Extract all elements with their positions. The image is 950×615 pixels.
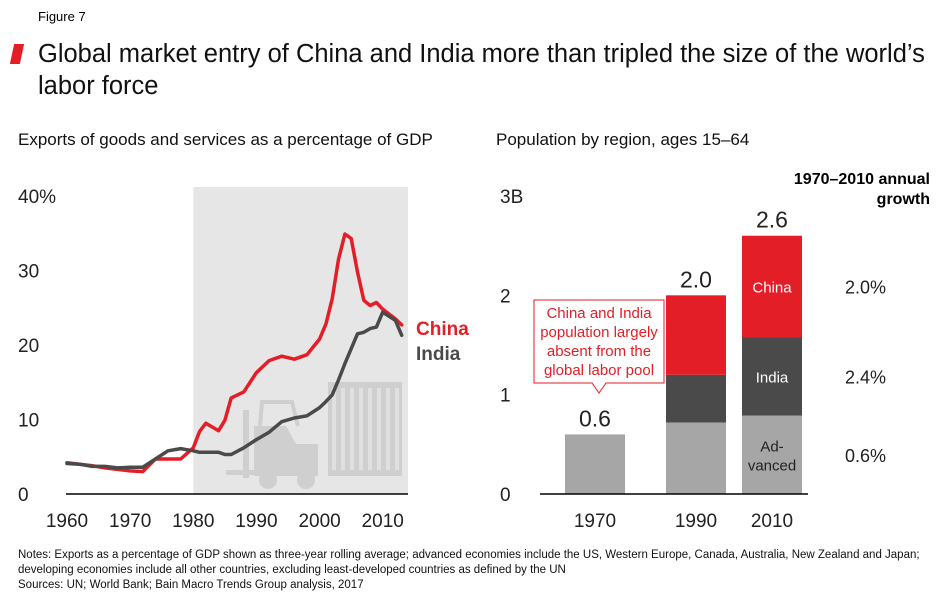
container-rib — [341, 388, 345, 470]
line-x-tick-label: 1960 — [46, 511, 88, 532]
forklift-wheel — [259, 471, 277, 489]
notes: Notes: Exports as a percentage of GDP sh… — [18, 548, 938, 593]
container-rib — [332, 388, 336, 470]
bar-chart-title: Population by region, ages 15–64 — [496, 130, 750, 149]
series-line-china — [65, 232, 404, 474]
bar-segment-advanced — [565, 434, 625, 494]
segment-label-india: India — [756, 369, 789, 386]
bar-x-tick-label: 2010 — [751, 511, 793, 532]
figure-label: Figure 7 — [38, 9, 86, 24]
growth-rate-china: 2.0% — [845, 277, 886, 297]
bar-x-tick-label: 1970 — [574, 511, 616, 532]
series-label-china: China — [416, 319, 469, 340]
line-x-tick-label: 1980 — [172, 511, 214, 532]
line-y-tick-label: 20 — [18, 336, 39, 357]
annotation-text: China and India — [546, 305, 652, 322]
forklift-wheel — [297, 471, 315, 489]
bar-chart: 3B 2 1 0 0.6 1970 2.0 1990 Ad-vanced India China 2.… — [500, 187, 886, 532]
bar-total-label: 2.0 — [680, 266, 712, 292]
page-title: Global market entry of China and India m… — [38, 40, 925, 100]
segment-label-china: China — [752, 279, 792, 296]
bar-total-label: 0.6 — [579, 405, 611, 431]
bar-segment-china — [666, 295, 726, 375]
line-x-tick-label: 1990 — [235, 511, 277, 532]
growth-rate-advanced: 0.6% — [845, 446, 886, 466]
forklift-container-illustration — [226, 382, 402, 489]
growth-header: 1970–2010 annual growth — [793, 171, 930, 208]
line-x-tick-label: 2000 — [298, 511, 340, 532]
container-rib — [395, 388, 399, 470]
container-rib — [377, 388, 381, 470]
line-y-tick-label: 10 — [18, 411, 39, 432]
line-chart-title: Exports of goods and services as a perce… — [18, 130, 433, 149]
annotation-text: population largely — [540, 324, 658, 341]
container-rib — [359, 388, 363, 470]
container-body — [328, 382, 402, 476]
forklift-body — [254, 426, 318, 476]
container-rib — [350, 388, 354, 470]
bar-x-tick-label: 1990 — [675, 511, 717, 532]
line-x-tick-label: 1970 — [109, 511, 151, 532]
bar-segment-india — [666, 374, 726, 423]
series-label-india: India — [416, 344, 461, 365]
bar-segment-india — [742, 337, 802, 416]
line-y-tick-label: 40% — [18, 187, 56, 208]
notes-text: Notes: Exports as a percentage of GDP sh… — [18, 549, 920, 576]
annotation-callout: China and India population largely absent … — [533, 299, 665, 394]
segment-label-advanced: vanced — [748, 457, 796, 474]
sources-text: Sources: UN; World Bank; Bain Macro Tren… — [18, 579, 364, 591]
line-x-tick-label: 2010 — [362, 511, 404, 532]
line-y-tick-label: 30 — [18, 262, 39, 283]
line-y-tick-label: 0 — [18, 485, 29, 506]
bar-segment-advanced — [666, 422, 726, 494]
growth-rate-india: 2.4% — [845, 367, 886, 387]
annotation-text: global labor pool — [544, 362, 654, 379]
forklift-cab — [258, 400, 300, 427]
bar-y-tick-label: 1 — [500, 386, 511, 407]
bar-total-label: 2.6 — [756, 207, 788, 233]
annotation-text: absent from the — [547, 343, 651, 360]
container-rib — [386, 388, 390, 470]
container-rib — [368, 388, 372, 470]
series-line-india — [65, 310, 404, 470]
bar-y-tick-label: 3B — [500, 187, 523, 208]
bar-segment-china — [742, 235, 802, 338]
forklift-mast — [243, 410, 249, 478]
segment-label-advanced: Ad- — [760, 438, 783, 455]
bar-y-tick-label: 2 — [500, 286, 511, 307]
annotation-box — [533, 299, 665, 394]
forklift-fork — [226, 470, 256, 475]
bar-segment-advanced — [742, 415, 802, 494]
bar-y-tick-label: 0 — [500, 485, 511, 506]
